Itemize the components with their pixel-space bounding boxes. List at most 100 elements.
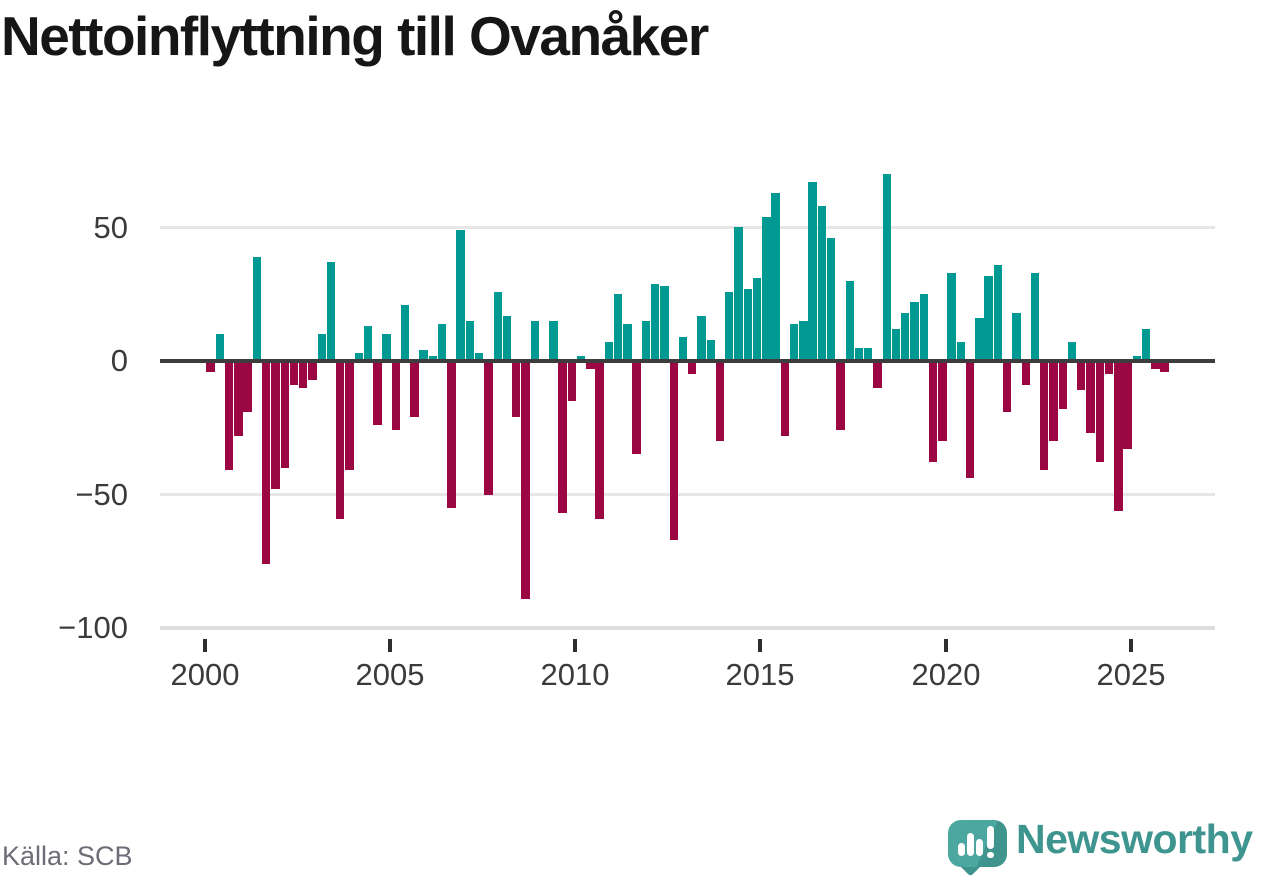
chart-title: Nettoinflyttning till Ovanåker	[1, 5, 709, 67]
bar-2002-q3	[299, 361, 308, 388]
y-axis-label-50: 50	[93, 210, 128, 245]
bar-2006-q3	[447, 361, 456, 508]
bar-2011-q4	[641, 321, 651, 361]
bar-2023-q2	[1067, 342, 1077, 361]
zero-baseline	[160, 359, 1215, 363]
bar-2020-q2	[956, 342, 966, 361]
bar-2003-q4	[345, 361, 354, 470]
bar-2009-q2	[549, 321, 558, 361]
bar-2024-q1	[1095, 361, 1104, 462]
bar-2000-q2	[215, 334, 225, 361]
bar-2005-q1	[391, 361, 401, 430]
bar-2023-q4	[1086, 361, 1095, 433]
bar-2022-q3	[1040, 361, 1049, 470]
bar-2010-q4	[604, 342, 614, 361]
gridline--100	[160, 626, 1215, 630]
bar-2016-q2	[808, 182, 817, 361]
logo-exclamation-icon	[987, 826, 994, 849]
bar-2007-q2	[475, 353, 484, 361]
bar-2015-q4	[789, 324, 799, 361]
bar-2021-q2	[993, 265, 1003, 361]
bar-2017-q2	[845, 281, 854, 361]
bar-2019-q3	[928, 361, 938, 462]
bar-2023-q3	[1077, 361, 1086, 390]
bar-2018-q2	[882, 174, 891, 361]
bar-2005-q3	[410, 361, 419, 417]
bar-2019-q1	[910, 302, 919, 361]
bar-2002-q4	[308, 361, 317, 380]
bar-2004-q3	[373, 361, 382, 425]
bar-2006-q2	[437, 324, 447, 361]
logo-bar-icon	[967, 833, 974, 856]
bar-2000-q4	[234, 361, 243, 436]
bar-2024-q3	[1114, 361, 1123, 511]
bar-2017-q1	[836, 361, 845, 430]
bar-2016-q4	[826, 238, 836, 361]
bar-2004-q1	[354, 353, 363, 361]
bar-2016-q1	[799, 321, 808, 361]
logo-bar-icon	[958, 843, 965, 856]
bar-2014-q2	[734, 227, 743, 361]
bar-2013-q1	[688, 361, 697, 374]
bar-2016-q3	[817, 206, 827, 361]
logo-exclamation-dot-icon	[987, 852, 994, 858]
gridline-50	[160, 226, 1215, 229]
bar-2011-q2	[623, 324, 632, 361]
bar-2009-q4	[567, 361, 577, 401]
bar-2020-q1	[947, 273, 956, 361]
bar-2009-q3	[558, 361, 567, 513]
bar-2001-q2	[252, 257, 262, 361]
bar-2001-q1	[243, 361, 252, 412]
bar-2012-q2	[660, 286, 669, 361]
bar-2006-q1	[428, 356, 438, 361]
bar-2017-q3	[854, 348, 864, 361]
bar-2020-q3	[965, 361, 975, 478]
bar-2014-q4	[752, 278, 762, 361]
bar-2021-q4	[1012, 313, 1021, 361]
bar-2021-q3	[1002, 361, 1012, 412]
bar-2023-q1	[1058, 361, 1067, 409]
source-note: Källa: SCB	[2, 841, 133, 871]
x-axis-tick-2010	[573, 639, 577, 652]
x-axis-label-2015: 2015	[725, 657, 795, 692]
x-axis-label-2020: 2020	[911, 657, 981, 692]
y-axis-label--50: −50	[75, 477, 128, 512]
x-axis-label-2000: 2000	[170, 657, 240, 692]
bar-2019-q4	[938, 361, 947, 441]
brand-wordmark: Newsworthy	[1016, 816, 1253, 862]
x-axis-label-2005: 2005	[355, 657, 425, 692]
bar-2008-q4	[530, 321, 539, 361]
bar-2020-q4	[975, 318, 984, 361]
bar-2011-q1	[613, 294, 623, 361]
bar-2015-q3	[780, 361, 790, 436]
logo-bar-icon	[976, 839, 983, 856]
x-axis-tick-2000	[203, 639, 207, 652]
bar-2022-q2	[1030, 273, 1040, 361]
bar-2010-q1	[576, 356, 586, 361]
bar-2025-q3	[1151, 361, 1160, 369]
gridline--50	[160, 493, 1215, 496]
bar-2022-q4	[1049, 361, 1058, 441]
bar-2025-q4	[1160, 361, 1169, 372]
bar-2006-q4	[456, 230, 465, 361]
bar-2018-q4	[901, 313, 910, 361]
bar-2003-q3	[336, 361, 345, 519]
bar-2010-q2	[586, 361, 595, 369]
bar-2000-q1	[206, 361, 215, 372]
bar-2024-q2	[1104, 361, 1114, 374]
bar-2013-q2	[697, 316, 706, 361]
x-axis-tick-2005	[388, 639, 392, 652]
bar-2005-q2	[400, 305, 410, 361]
x-axis-tick-2015	[758, 639, 762, 652]
bar-2002-q2	[289, 361, 299, 385]
bar-2022-q1	[1021, 361, 1030, 385]
bar-2004-q4	[382, 334, 391, 361]
bar-2007-q1	[465, 321, 475, 361]
bar-2010-q3	[595, 361, 604, 519]
x-axis-tick-2020	[944, 639, 948, 652]
bar-2008-q1	[502, 316, 512, 361]
bar-2015-q1	[762, 217, 771, 361]
bar-2025-q2	[1141, 329, 1151, 361]
bar-2017-q4	[864, 348, 873, 361]
